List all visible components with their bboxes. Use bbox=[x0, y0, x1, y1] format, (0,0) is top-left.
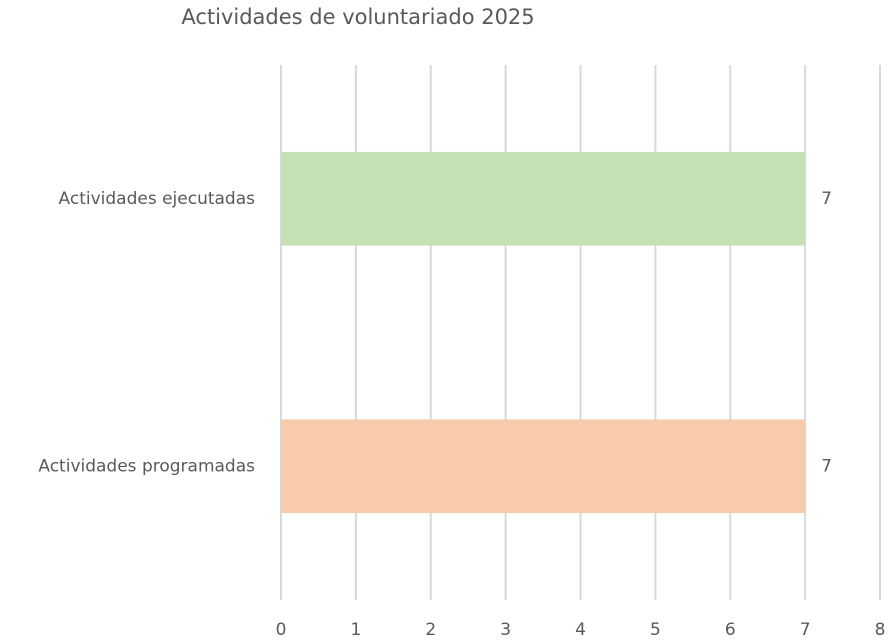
y-tick-label: Actividades programadas bbox=[38, 456, 255, 476]
x-tick-label: 1 bbox=[350, 620, 361, 640]
chart-title: Actividades de voluntariado 2025 bbox=[181, 5, 534, 29]
y-tick-label: Actividades ejecutadas bbox=[59, 189, 256, 209]
x-tick-label: 3 bbox=[500, 620, 511, 640]
data-label: 7 bbox=[821, 456, 832, 476]
x-tick-label: 4 bbox=[575, 620, 586, 640]
x-tick-label: 5 bbox=[650, 620, 661, 640]
x-tick-label: 0 bbox=[276, 620, 287, 640]
x-tick-label: 2 bbox=[425, 620, 436, 640]
x-tick-label: 7 bbox=[800, 620, 811, 640]
data-label: 7 bbox=[821, 189, 832, 209]
bar bbox=[281, 419, 806, 514]
x-tick-label: 6 bbox=[725, 620, 736, 640]
bar bbox=[281, 151, 806, 246]
x-tick-label: 8 bbox=[875, 620, 886, 640]
